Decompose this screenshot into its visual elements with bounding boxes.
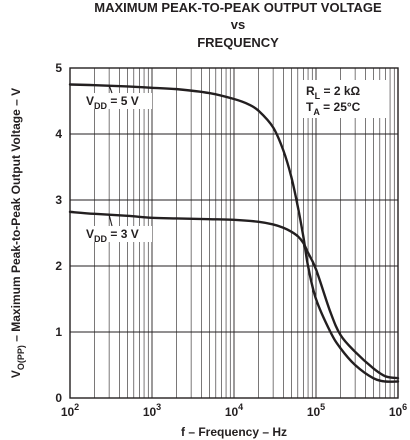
x-tick-labels: 102 103 104 105 106 bbox=[61, 402, 407, 419]
series-label-text: VDD = 5 V bbox=[86, 94, 139, 111]
y-tick-label: 1 bbox=[55, 325, 62, 339]
series-label-text: VDD = 3 V bbox=[86, 227, 139, 244]
series-label-vdd-3: VDD = 3 V bbox=[82, 226, 152, 244]
x-tick-label: 105 bbox=[307, 402, 325, 419]
y-tick-label: 0 bbox=[55, 391, 62, 405]
leader-line-vdd-3 bbox=[108, 214, 113, 227]
y-tick-labels: 0 1 2 3 4 5 bbox=[55, 61, 62, 405]
leader-line-vdd-5 bbox=[108, 85, 113, 94]
annotation-rl: RL = 2 kΩ bbox=[306, 84, 361, 101]
series-layer bbox=[68, 83, 400, 383]
chart-title-line-3: FREQUENCY bbox=[197, 35, 279, 50]
y-axis-label: VO(PP) – Maximum Peak-to-Peak Output Vol… bbox=[9, 88, 26, 378]
y-tick-label: 2 bbox=[55, 259, 62, 273]
x-tick-label: 106 bbox=[389, 402, 407, 419]
annotation-ta: TA = 25°C bbox=[306, 100, 361, 117]
plot-frame bbox=[69, 67, 399, 399]
conditions-annotation: RL = 2 kΩ TA = 25°C bbox=[302, 80, 386, 118]
series-label-vdd-5: VDD = 5 V bbox=[82, 93, 152, 111]
series-line-vdd-3 bbox=[68, 210, 400, 380]
x-tick-label: 104 bbox=[225, 402, 243, 419]
annotation-background bbox=[302, 80, 386, 118]
y-tick-label: 3 bbox=[55, 193, 62, 207]
x-tick-label: 102 bbox=[61, 402, 79, 419]
series-line-vdd-5 bbox=[68, 83, 400, 383]
grid bbox=[70, 68, 398, 398]
y-tick-label: 5 bbox=[55, 61, 62, 75]
y-tick-label: 4 bbox=[55, 127, 62, 141]
x-axis-label: f – Frequency – Hz bbox=[181, 425, 287, 439]
series-label-background bbox=[82, 226, 152, 242]
chart-title-line-2: vs bbox=[231, 17, 245, 32]
x-tick-label: 103 bbox=[143, 402, 161, 419]
chart-title-line-1: MAXIMUM PEAK-TO-PEAK OUTPUT VOLTAGE bbox=[94, 0, 382, 15]
series-label-background bbox=[82, 93, 152, 109]
